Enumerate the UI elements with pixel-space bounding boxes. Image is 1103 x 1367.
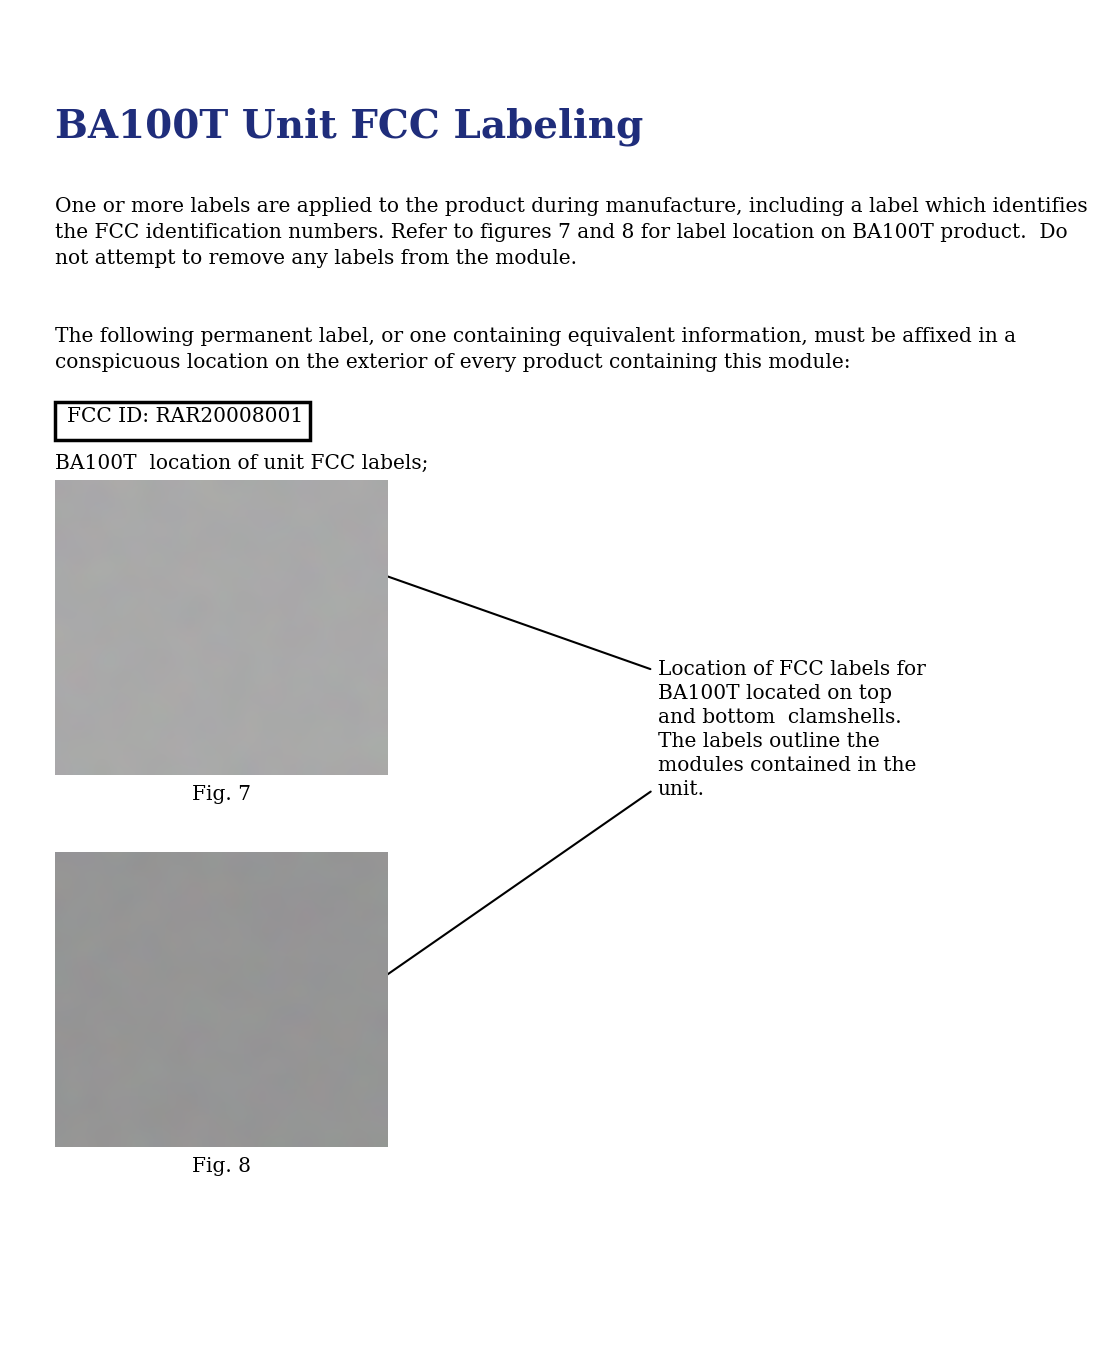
Text: the FCC identification numbers. Refer to figures 7 and 8 for label location on B: the FCC identification numbers. Refer to… <box>55 223 1068 242</box>
Text: Fig. 7: Fig. 7 <box>192 785 251 804</box>
Text: modules contained in the: modules contained in the <box>658 756 917 775</box>
Text: Location of FCC labels for: Location of FCC labels for <box>658 660 925 679</box>
Text: conspicuous location on the exterior of every product containing this module:: conspicuous location on the exterior of … <box>55 353 850 372</box>
Text: BA100T Unit FCC Labeling: BA100T Unit FCC Labeling <box>55 107 643 145</box>
Text: Page 9 of 17: Page 9 of 17 <box>954 1337 1089 1355</box>
Text: BA100T  location of unit FCC labels;: BA100T location of unit FCC labels; <box>55 454 428 473</box>
Text: PSM2  Product Manual – 4.9 GHz Public Safety Band Radio Module: PSM2 Product Manual – 4.9 GHz Public Saf… <box>14 12 750 30</box>
Text: unit.: unit. <box>658 781 705 798</box>
Bar <box>55 402 310 440</box>
Text: FCC ID: RAR20008001: FCC ID: RAR20008001 <box>67 407 303 427</box>
Text: One or more labels are applied to the product during manufacture, including a la: One or more labels are applied to the pr… <box>55 197 1088 216</box>
Text: BA100T located on top: BA100T located on top <box>658 684 892 703</box>
Text: not attempt to remove any labels from the module.: not attempt to remove any labels from th… <box>55 249 577 268</box>
Text: Fig. 8: Fig. 8 <box>192 1156 251 1176</box>
Text: and bottom  clamshells.: and bottom clamshells. <box>658 708 901 727</box>
Text: The labels outline the: The labels outline the <box>658 731 880 750</box>
Text: The following permanent label, or one containing equivalent information, must be: The following permanent label, or one co… <box>55 327 1016 346</box>
